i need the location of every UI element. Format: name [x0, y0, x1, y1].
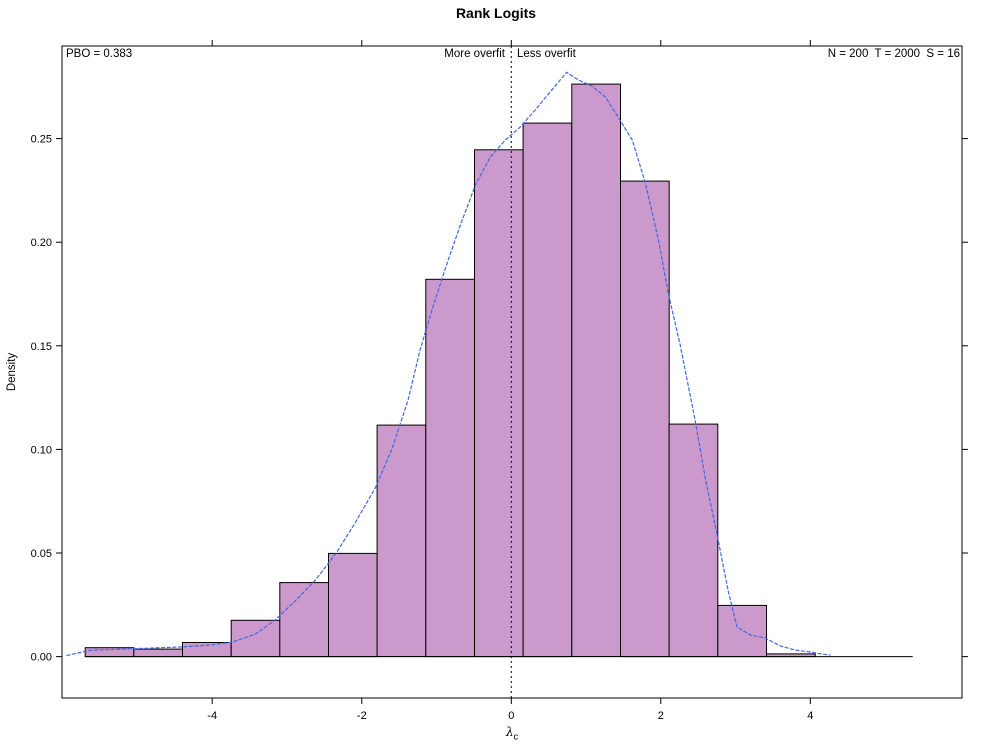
histogram-bar: [376, 424, 427, 657]
y-axis-tick-label: 0.25: [31, 134, 52, 146]
page-title: Rank Logits: [455, 5, 537, 21]
histogram-bar: [474, 149, 524, 658]
histogram-bar: [230, 619, 281, 658]
x-axis-tick-label: 2: [658, 710, 664, 722]
x-axis-tick-label: -2: [357, 710, 367, 722]
y-axis-tick-label: 0.15: [31, 341, 52, 353]
lambda-subscript: c: [513, 731, 519, 742]
histogram-bar: [620, 180, 670, 658]
pbo-annotation: PBO = 0.383: [66, 48, 133, 60]
histogram-bar: [328, 552, 378, 658]
more-overfit-label: More overfit: [444, 48, 505, 60]
x-axis-title: λc: [0, 725, 992, 741]
y-axis-tick-label: 0.10: [31, 444, 52, 456]
histogram-bar: [84, 647, 135, 658]
y-axis-title: Density: [6, 352, 18, 392]
density-curve: [66, 71, 831, 657]
histogram-bar: [133, 648, 184, 658]
x-axis-tick-label: 0: [508, 710, 514, 722]
lambda-symbol: λ: [505, 725, 514, 739]
histogram-bar: [668, 423, 719, 658]
less-overfit-label: Less overfit: [517, 48, 576, 60]
histogram-bar: [717, 604, 767, 658]
y-axis-tick-label: 0.20: [31, 237, 52, 249]
histogram-bar: [425, 278, 475, 658]
histogram-bar: [571, 83, 621, 658]
x-axis-tick-label: -4: [207, 710, 217, 722]
y-axis-tick-label: 0.05: [31, 548, 52, 560]
plot-panel-border: [61, 45, 963, 699]
x-axis-tick-label: 4: [807, 710, 813, 722]
y-axis-tick-label: 0.00: [31, 652, 52, 664]
histogram-bar: [279, 582, 329, 658]
histogram-bar: [522, 122, 573, 658]
trial-params-annotation: N = 200 T = 2000 S = 16: [827, 48, 960, 60]
